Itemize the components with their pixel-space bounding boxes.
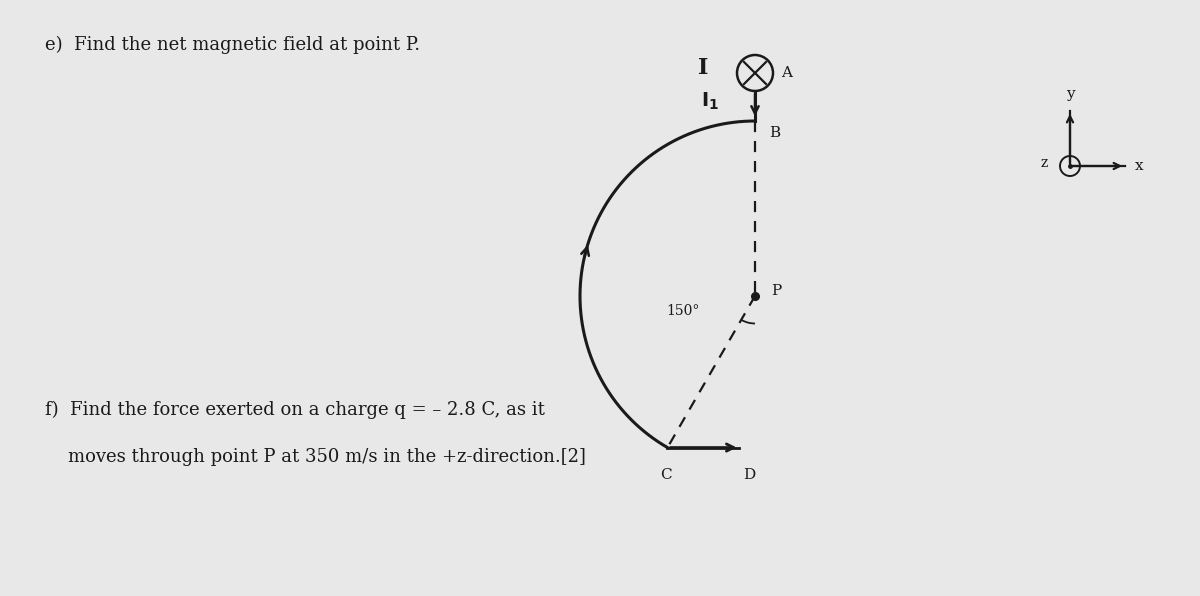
Text: z: z bbox=[1040, 156, 1048, 170]
Text: B: B bbox=[769, 126, 780, 140]
Text: e)  Find the net magnetic field at point P.: e) Find the net magnetic field at point … bbox=[46, 36, 420, 54]
Text: A: A bbox=[781, 66, 792, 80]
Text: I: I bbox=[698, 57, 708, 79]
Text: x: x bbox=[1135, 159, 1144, 173]
Text: y: y bbox=[1066, 87, 1074, 101]
Text: D: D bbox=[743, 467, 756, 482]
Text: moves through point P at 350 m/s in the +z-direction.[2]: moves through point P at 350 m/s in the … bbox=[46, 448, 586, 466]
Text: $\mathbf{I_1}$: $\mathbf{I_1}$ bbox=[701, 91, 719, 111]
Text: 150°: 150° bbox=[667, 304, 700, 318]
Text: f)  Find the force exerted on a charge q = – 2.8 C, as it: f) Find the force exerted on a charge q … bbox=[46, 401, 545, 419]
Text: P: P bbox=[772, 284, 781, 298]
Text: C: C bbox=[660, 467, 671, 482]
